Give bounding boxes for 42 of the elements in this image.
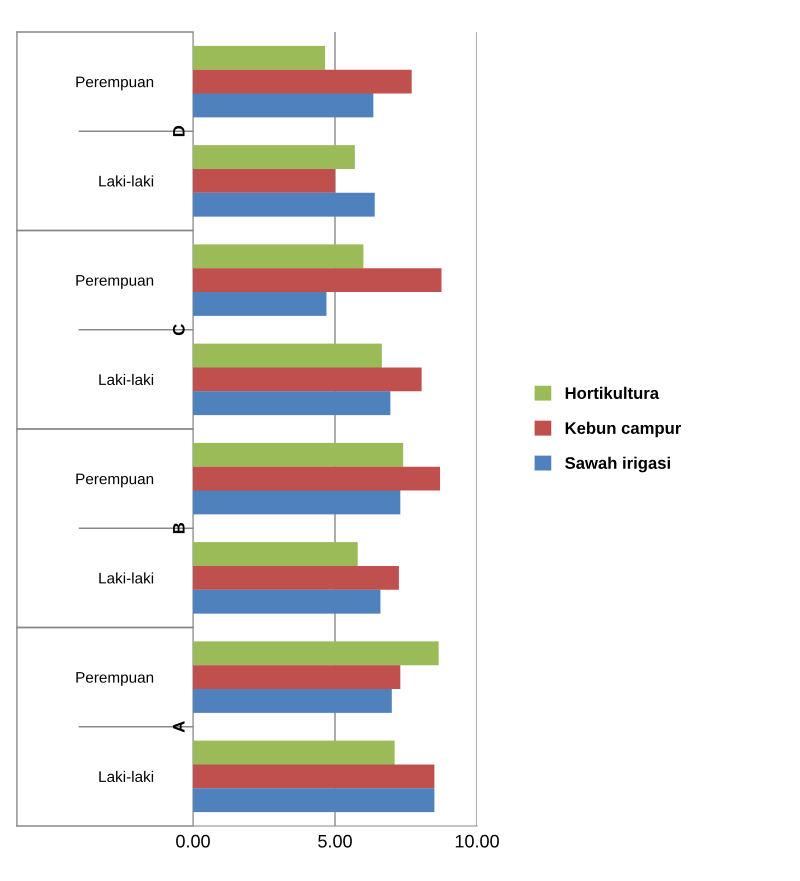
- bar: [193, 344, 382, 368]
- y-tick-label: Perempuan: [76, 672, 154, 686]
- bar: [193, 442, 404, 467]
- text: D: [173, 126, 185, 136]
- x-tick-label: 0.00: [176, 834, 210, 848]
- bar: [193, 566, 399, 590]
- legend-label: Hortikultura: [566, 386, 660, 400]
- bar: [193, 46, 326, 70]
- bar: [193, 70, 412, 94]
- bar: [193, 292, 326, 316]
- text: C: [172, 324, 185, 336]
- y-tick-label: Perempuan: [76, 76, 154, 90]
- bar: [193, 268, 442, 292]
- legend-label: Kebun campur: [566, 422, 682, 438]
- bar: [193, 94, 374, 118]
- bar: [193, 641, 439, 666]
- bar: [193, 590, 380, 614]
- text: B: [173, 522, 185, 534]
- bar: [193, 145, 355, 169]
- y-tick-label: Laki-laki: [99, 572, 154, 584]
- bar: [193, 168, 335, 193]
- bar: [193, 367, 422, 392]
- bar: [193, 391, 390, 416]
- bar: [193, 764, 434, 788]
- bar: [193, 244, 364, 268]
- y-tick-label: Laki-laki: [99, 175, 154, 187]
- bar: [193, 542, 358, 566]
- y-tick-label: Perempuan: [76, 474, 154, 488]
- bar: [193, 689, 392, 713]
- y-tick-label: Laki-laki: [99, 770, 154, 782]
- x-tick-label: 5.00: [318, 834, 352, 848]
- y-tick-label: Laki-laki: [99, 374, 154, 386]
- bar: [193, 740, 395, 764]
- bar: [193, 665, 400, 690]
- legend-label: Sawah irigasi: [565, 456, 670, 472]
- x-tick-label: 10.00: [456, 834, 499, 848]
- bar: [193, 788, 434, 812]
- bar: [193, 192, 375, 217]
- text: A: [173, 721, 185, 732]
- bar: [193, 490, 400, 514]
- y-tick-label: Perempuan: [76, 275, 154, 289]
- bar: [193, 466, 440, 491]
